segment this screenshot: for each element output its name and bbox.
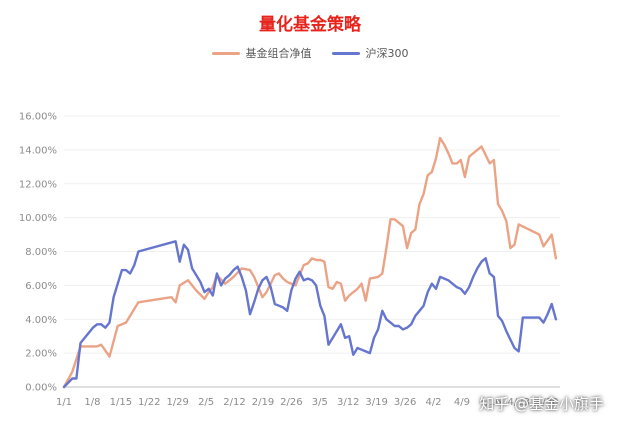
series-line-fund <box>62 136 558 389</box>
y-tick-label: 0.00% <box>25 383 57 394</box>
y-tick-label: 2.00% <box>25 349 57 360</box>
y-tick-label: 10.00% <box>19 213 57 224</box>
y-tick-label: 14.00% <box>19 145 57 156</box>
legend-item-fund[interactable]: 基金组合净值 <box>211 45 312 61</box>
x-tick-label: 4/30 <box>536 397 558 408</box>
x-tick-label: 3/26 <box>394 397 416 408</box>
watermark: 知乎 @基金小旗手 <box>479 395 604 413</box>
legend-swatch-hs300 <box>331 51 360 55</box>
legend: 基金组合净值 沪深300 <box>0 45 620 61</box>
x-tick-label: 4/23 <box>508 397 530 408</box>
x-tick-label: 1/1 <box>56 397 72 408</box>
x-tick-label: 3/19 <box>365 397 387 408</box>
legend-swatch-fund <box>211 51 240 55</box>
x-tick-label: 2/12 <box>223 397 245 408</box>
x-tick-label: 4/2 <box>425 397 441 408</box>
series-line-hs300 <box>62 240 558 389</box>
x-tick-label: 1/22 <box>138 397 160 408</box>
y-tick-label: 6.00% <box>25 281 57 292</box>
y-tick-label: 16.00% <box>19 112 57 123</box>
x-tick-label: 2/26 <box>280 397 302 408</box>
x-tick-label: 2/5 <box>198 397 214 408</box>
legend-label-hs300: 沪深300 <box>365 47 409 60</box>
chart-title: 量化基金策略 <box>259 15 361 35</box>
x-tick-label: 3/12 <box>337 397 359 408</box>
x-tick-label: 1/15 <box>110 397 132 408</box>
x-tick-label: 4/9 <box>454 397 470 408</box>
legend-item-hs300[interactable]: 沪深300 <box>331 45 409 61</box>
x-tick-label: 3/5 <box>312 397 328 408</box>
y-tick-label: 4.00% <box>25 315 57 326</box>
x-tick-label: 1/29 <box>166 397 188 408</box>
x-tick-label: 1/8 <box>84 397 100 408</box>
y-tick-label: 12.00% <box>19 179 57 190</box>
legend-label-fund: 基金组合净值 <box>245 47 312 60</box>
y-tick-label: 8.00% <box>25 247 57 258</box>
x-tick-label: 4/16 <box>479 397 501 408</box>
x-tick-label: 2/19 <box>252 397 274 408</box>
